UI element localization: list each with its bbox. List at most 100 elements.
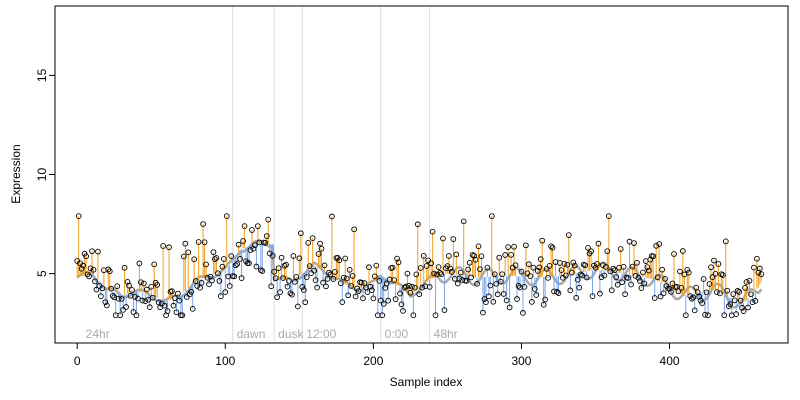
data-point [337,280,344,287]
data-point [340,274,347,281]
data-point [592,264,599,271]
data-point [151,261,158,268]
data-point [87,265,94,272]
data-point [610,265,617,272]
data-point [719,272,726,278]
data-point [675,288,682,295]
data-point [238,275,245,281]
data-point [619,279,625,286]
data-point [605,213,612,219]
data-point [299,284,306,290]
data-point [284,283,291,290]
data-point [564,261,571,268]
data-point [385,297,392,304]
data-point [654,274,661,281]
data-point [715,261,722,267]
data-point [671,251,677,257]
data-point [493,280,500,287]
data-point [588,248,594,255]
data-point [369,287,375,293]
data-point [201,239,208,246]
data-point [222,289,229,295]
annotation-label: 24hr [86,327,110,341]
data-point [241,223,248,229]
data-point [303,274,310,280]
data-point [223,213,230,219]
data-point [613,274,620,280]
data-point [554,289,560,295]
data-point [106,268,113,275]
data-point [364,289,371,295]
data-point [751,264,757,271]
data-point [496,254,503,261]
data-point [539,237,546,244]
data-point [429,228,436,235]
data-point [739,304,745,311]
data-point [366,264,372,271]
data-point [702,311,708,318]
data-point [435,264,442,270]
data-point [521,284,528,290]
data-point [120,307,126,313]
data-point [189,305,196,312]
data-point [644,264,651,271]
data-point [583,274,590,281]
data-point [358,279,365,286]
data-point [703,289,710,296]
data-point [206,281,212,288]
data-point [342,255,349,262]
data-point [209,277,215,284]
data-point [343,275,350,282]
data-point [497,278,504,285]
data-point [355,288,362,294]
data-point [734,288,741,294]
data-point [457,269,464,276]
data-point [314,284,320,291]
data-point [546,263,553,269]
data-point [212,256,218,262]
data-point [483,299,489,305]
data-point [332,269,338,275]
x-tick-label: 300 [511,354,531,368]
data-point [748,291,754,298]
data-point [659,266,665,273]
data-point [123,304,129,310]
data-point [249,227,255,233]
data-point [629,263,636,270]
y-tick-label: 10 [35,168,49,182]
data-point [746,277,753,284]
data-point [234,261,240,267]
data-point [758,271,765,277]
data-point [263,233,270,240]
data-point [571,262,578,269]
data-point [252,242,258,249]
data-point [389,264,396,271]
data-point [666,285,673,292]
data-point [136,260,143,267]
data-point [216,278,223,284]
data-point [318,245,325,252]
data-point [631,240,637,246]
data-points [74,213,765,319]
y-axis: 5 10 15 [35,68,56,277]
data-point [711,257,717,264]
data-point [146,304,153,310]
data-point [235,241,242,248]
data-point [530,264,537,271]
data-point [380,301,387,307]
data-point [143,286,150,293]
data-point [543,266,550,272]
data-point [213,255,220,261]
data-point [440,235,446,242]
data-point [403,283,409,290]
data-point [75,213,82,219]
x-axis: 0 100 200 300 400 [74,342,680,368]
data-point [645,267,652,274]
data-point [634,259,640,266]
data-point [585,245,591,251]
data-point [95,248,101,255]
data-point [394,255,400,262]
data-point [398,301,405,308]
data-point [400,308,406,314]
data-point [752,298,759,304]
